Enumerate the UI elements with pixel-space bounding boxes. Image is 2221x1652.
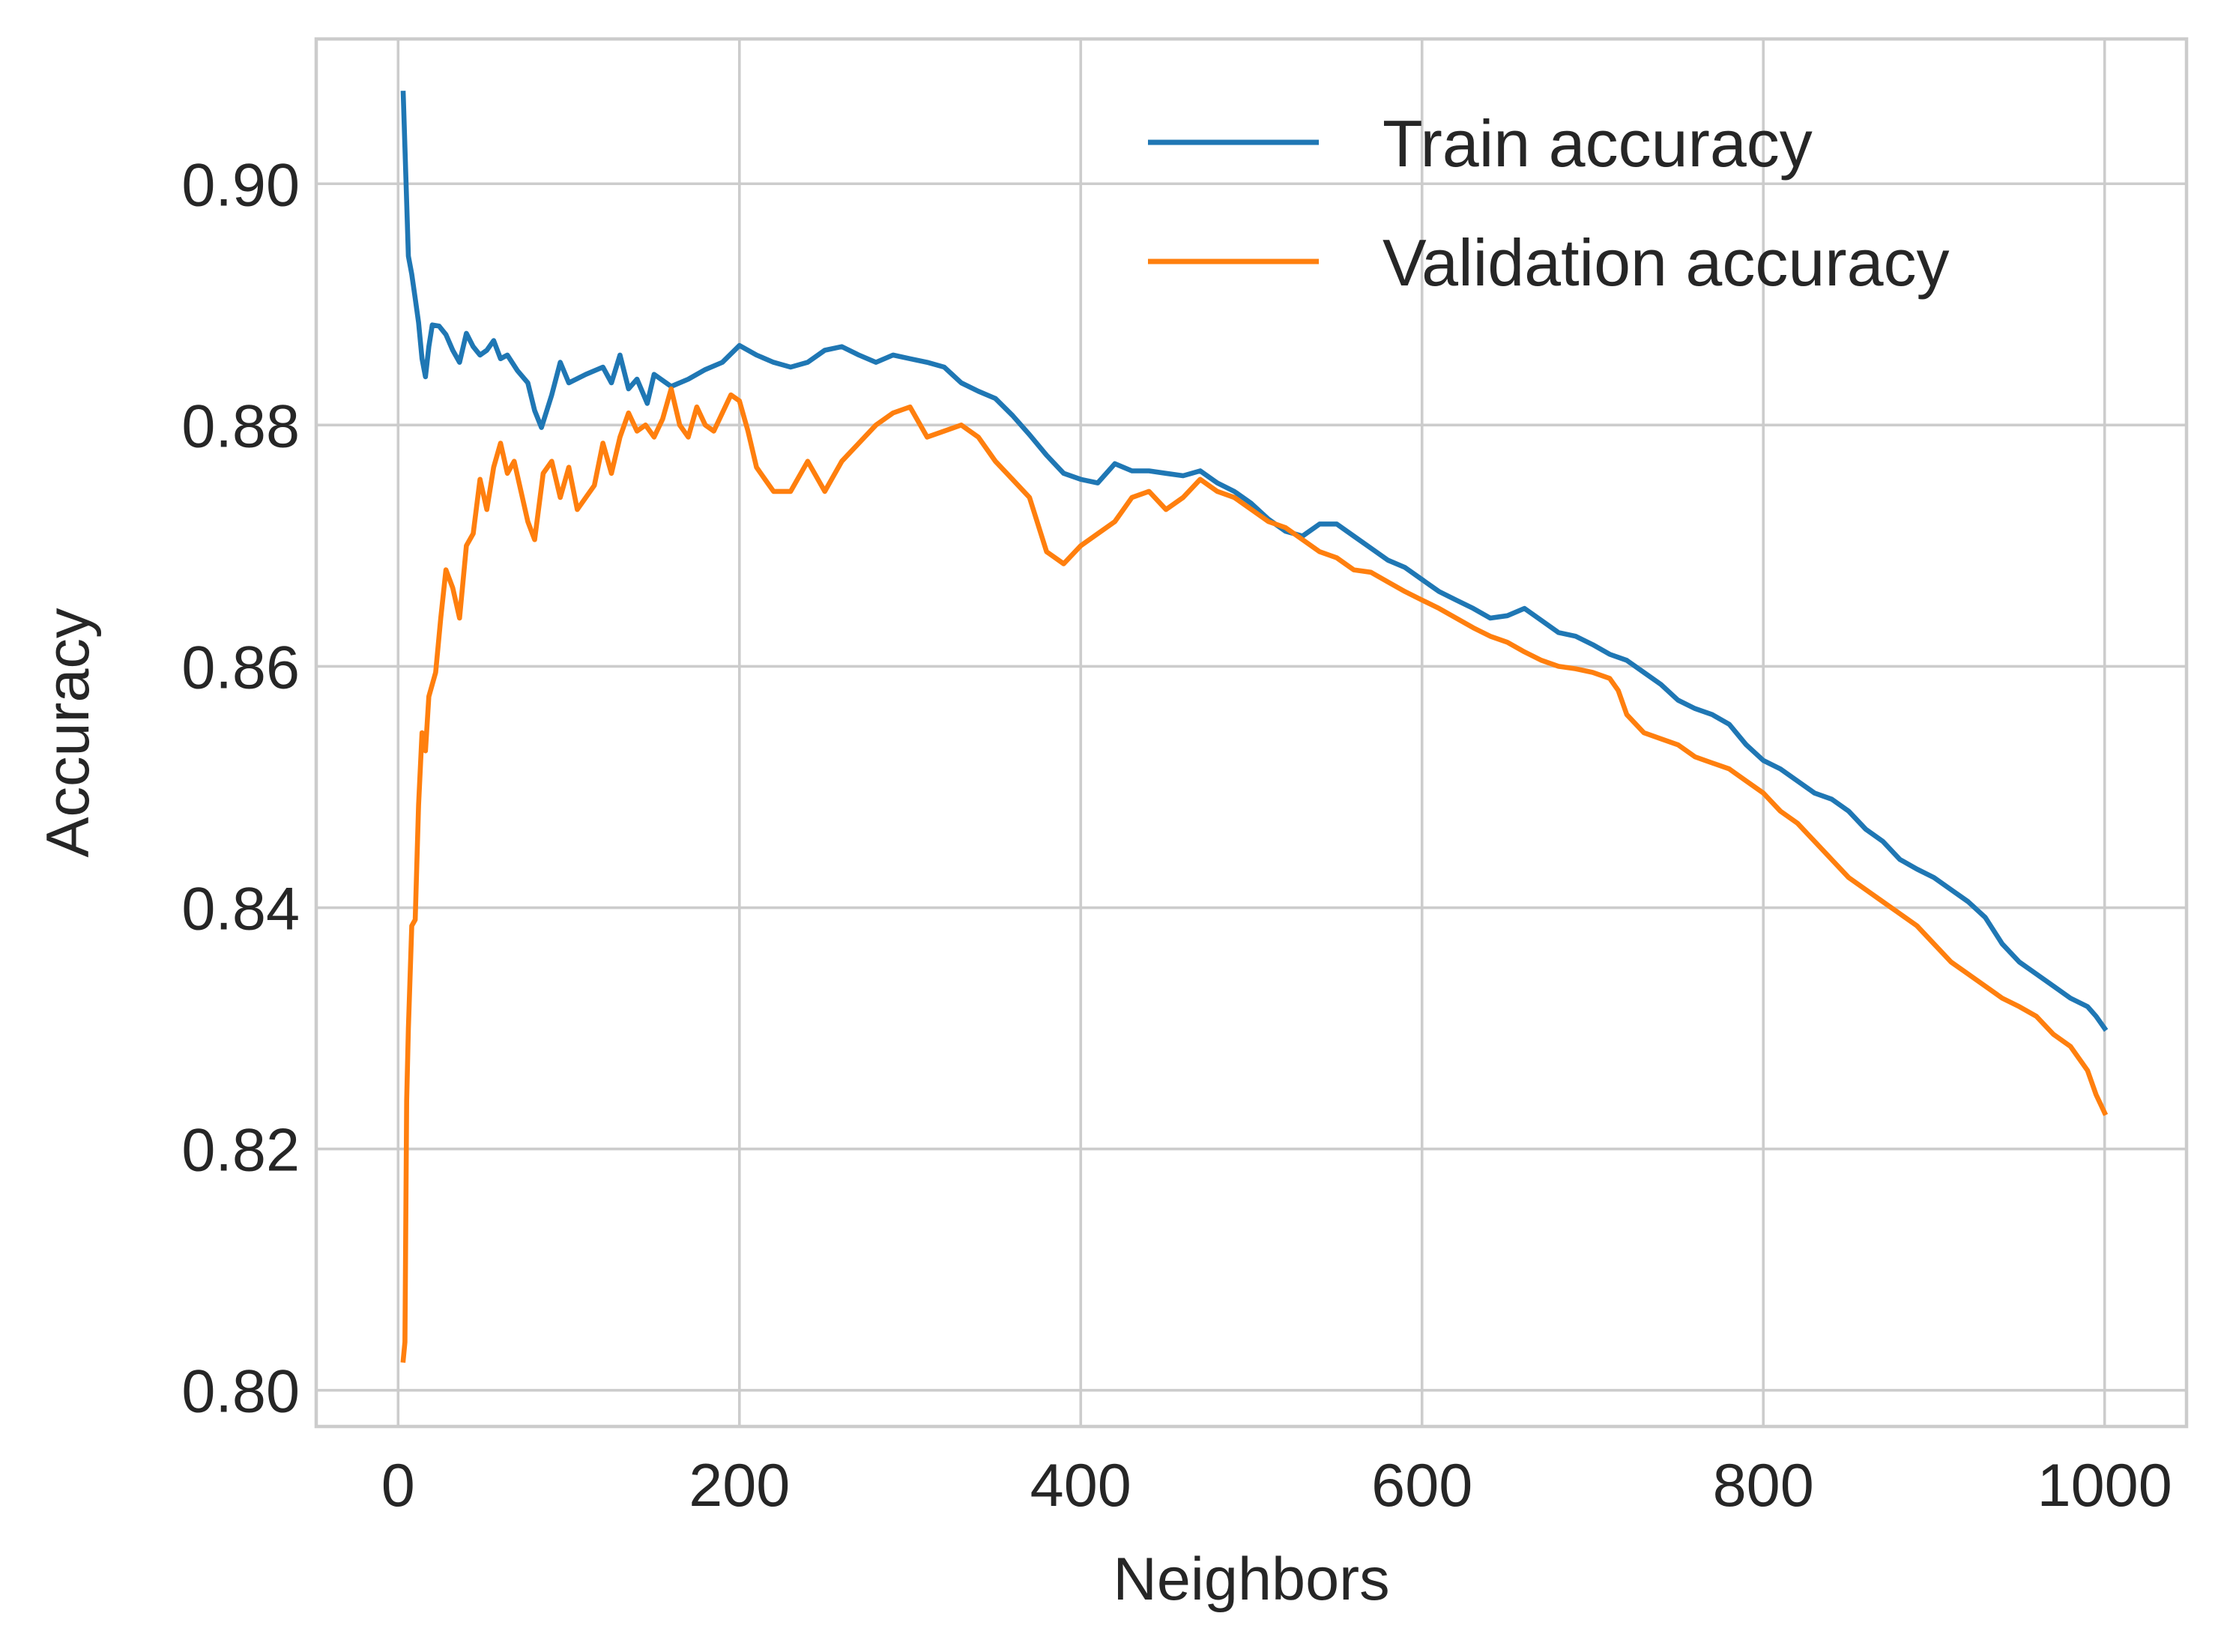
series-lines	[400, 91, 2109, 1363]
tick-labels: 0 200 400 600 800 1000 0.80 0.82 0.84 0.86 0.88 0.9…	[181, 151, 2172, 1519]
x-tick-label: 1000	[2037, 1452, 2172, 1519]
x-tick-label: 400	[1030, 1452, 1131, 1519]
legend-label-train: Train accuracy	[1383, 106, 1813, 181]
y-tick-label: 0.88	[181, 393, 300, 460]
y-tick-label: 0.84	[181, 876, 300, 943]
y-tick-label: 0.80	[181, 1358, 300, 1426]
plot-frame	[314, 37, 2189, 1429]
y-axis-title: Accuracy	[34, 608, 102, 858]
series-line-train-accuracy	[400, 91, 2109, 1032]
legend: Train accuracy Validation accuracy	[1148, 106, 1950, 300]
series-line-validation-accuracy	[400, 386, 2109, 1363]
grid-lines	[316, 39, 2187, 1426]
x-axis-title: Neighbors	[1113, 1546, 1389, 1613]
y-tick-label: 0.86	[181, 634, 300, 701]
legend-label-validation: Validation accuracy	[1383, 226, 1950, 300]
x-tick-label: 200	[689, 1452, 790, 1519]
x-tick-label: 600	[1371, 1452, 1472, 1519]
x-tick-label: 0	[381, 1452, 415, 1519]
y-tick-label: 0.82	[181, 1117, 300, 1184]
y-tick-label: 0.90	[181, 151, 300, 219]
x-tick-label: 800	[1713, 1452, 1814, 1519]
